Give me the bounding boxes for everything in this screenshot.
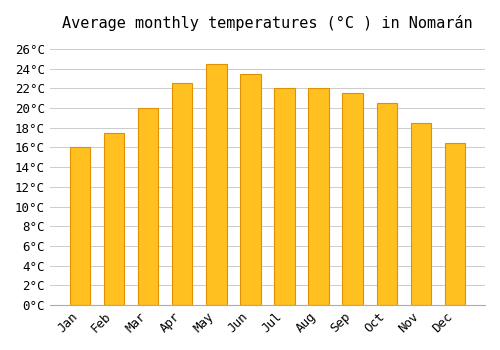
Bar <box>274 88 294 305</box>
Bar <box>376 103 397 305</box>
Bar <box>240 74 260 305</box>
Bar <box>410 123 431 305</box>
Bar <box>308 88 329 305</box>
Title: Average monthly temperatures (°C ) in Nomarán: Average monthly temperatures (°C ) in No… <box>62 15 472 31</box>
Bar <box>104 133 124 305</box>
Bar <box>206 64 227 305</box>
Bar <box>70 147 90 305</box>
Bar <box>138 108 158 305</box>
Bar <box>342 93 363 305</box>
Bar <box>172 83 193 305</box>
Bar <box>445 142 465 305</box>
